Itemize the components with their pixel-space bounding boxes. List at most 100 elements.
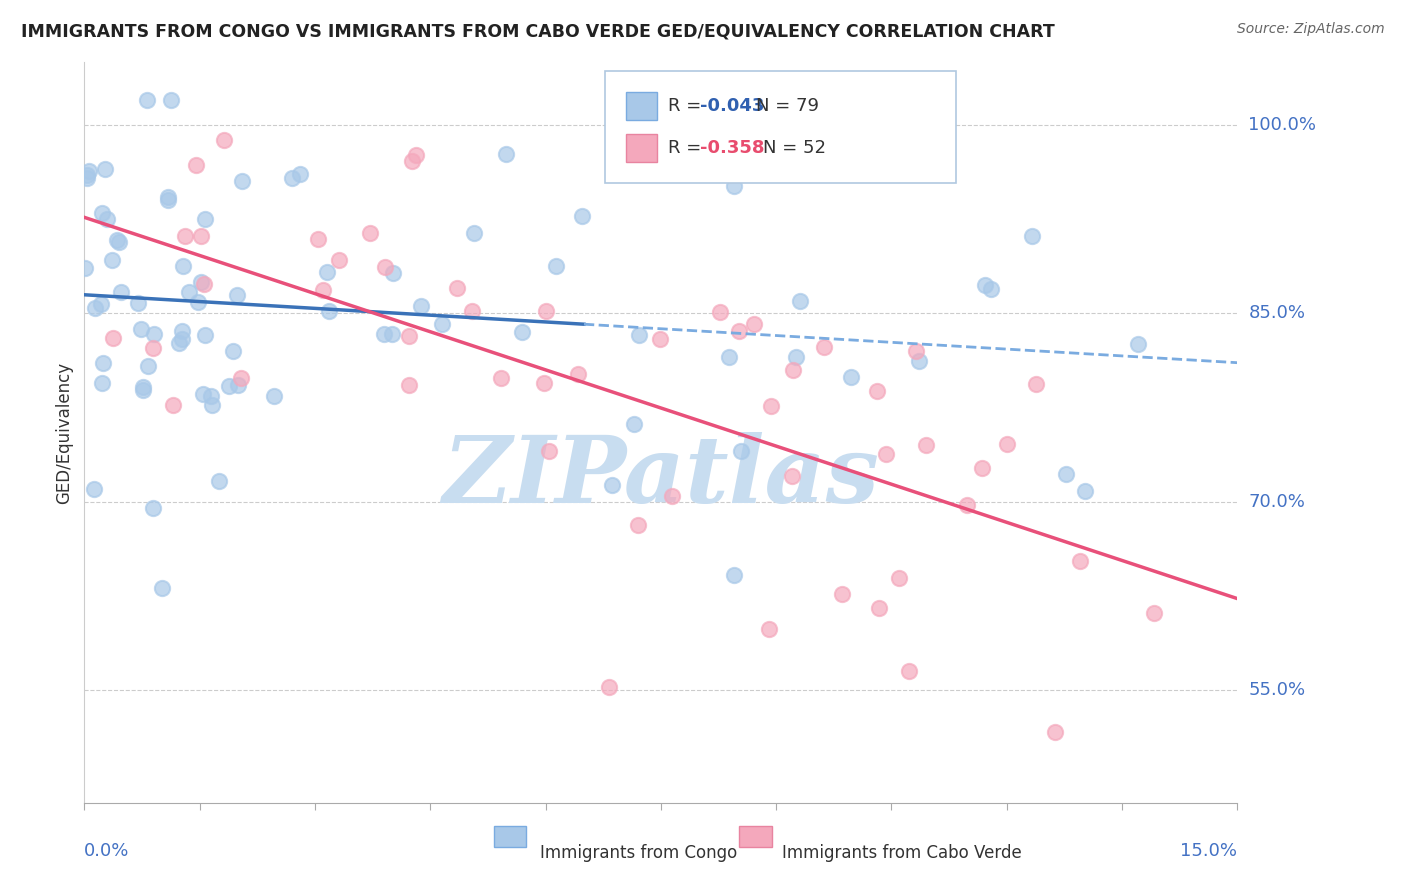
Text: 70.0%: 70.0% bbox=[1249, 492, 1305, 510]
Text: -0.358: -0.358 bbox=[700, 139, 765, 157]
Point bbox=[956, 498, 979, 512]
Text: -0.043: -0.043 bbox=[700, 97, 765, 115]
Point bbox=[461, 303, 484, 318]
Point bbox=[600, 478, 623, 492]
Point bbox=[281, 171, 304, 186]
Point bbox=[1043, 724, 1066, 739]
Point bbox=[184, 158, 207, 172]
Point bbox=[1126, 336, 1149, 351]
Point bbox=[201, 398, 224, 412]
Point bbox=[135, 93, 157, 107]
Point bbox=[623, 417, 645, 432]
Point bbox=[108, 235, 131, 250]
Point bbox=[463, 227, 485, 241]
Point bbox=[905, 343, 928, 358]
Point bbox=[727, 325, 749, 339]
Point bbox=[142, 500, 165, 515]
Point bbox=[156, 193, 179, 207]
Point bbox=[91, 206, 114, 220]
Point bbox=[194, 211, 217, 226]
Point bbox=[167, 336, 190, 351]
Point bbox=[567, 367, 589, 381]
Point bbox=[127, 295, 149, 310]
Point bbox=[172, 325, 194, 339]
Point bbox=[839, 370, 862, 384]
Point bbox=[1074, 483, 1097, 498]
Point bbox=[381, 266, 404, 280]
Point bbox=[316, 265, 339, 279]
Point bbox=[91, 356, 114, 370]
Point bbox=[401, 154, 423, 169]
Point bbox=[170, 332, 193, 346]
Point bbox=[374, 260, 396, 274]
Point bbox=[742, 317, 765, 331]
Point bbox=[661, 489, 683, 503]
Point bbox=[758, 622, 780, 636]
Point bbox=[723, 178, 745, 193]
Point bbox=[907, 354, 929, 368]
Point bbox=[101, 331, 124, 345]
Point bbox=[974, 278, 997, 293]
Point bbox=[717, 350, 740, 364]
Point bbox=[90, 296, 112, 310]
Y-axis label: GED/Equivalency: GED/Equivalency bbox=[55, 361, 73, 504]
Point bbox=[190, 229, 212, 244]
Point bbox=[915, 438, 938, 452]
Point bbox=[79, 164, 101, 178]
Point bbox=[411, 299, 433, 313]
Point bbox=[398, 329, 420, 343]
Bar bbox=[740, 827, 772, 847]
Text: N = 52: N = 52 bbox=[763, 139, 827, 157]
Text: Source: ZipAtlas.com: Source: ZipAtlas.com bbox=[1237, 22, 1385, 37]
Point bbox=[785, 350, 807, 364]
Point bbox=[628, 328, 651, 343]
Point bbox=[136, 359, 159, 373]
Point bbox=[536, 303, 558, 318]
Point bbox=[312, 283, 335, 297]
Text: 15.0%: 15.0% bbox=[1180, 842, 1237, 860]
Point bbox=[813, 340, 835, 354]
Point bbox=[212, 133, 235, 147]
Point bbox=[96, 211, 118, 226]
Point bbox=[131, 383, 153, 397]
Point bbox=[200, 389, 222, 403]
Point bbox=[231, 174, 253, 188]
Point bbox=[1021, 229, 1043, 244]
Point bbox=[373, 326, 395, 341]
Point bbox=[101, 252, 124, 267]
Point bbox=[174, 229, 197, 244]
Text: Immigrants from Congo: Immigrants from Congo bbox=[540, 844, 737, 862]
Point bbox=[489, 371, 512, 385]
Point bbox=[160, 93, 183, 107]
Point bbox=[229, 371, 252, 385]
Point bbox=[865, 384, 887, 399]
Point bbox=[193, 328, 215, 343]
Point bbox=[995, 437, 1018, 451]
Point bbox=[381, 326, 404, 341]
Point bbox=[129, 322, 152, 336]
Point bbox=[187, 295, 209, 310]
Point bbox=[131, 380, 153, 394]
Point bbox=[150, 581, 173, 595]
Text: ZIPatlas: ZIPatlas bbox=[443, 432, 879, 522]
Text: 0.0%: 0.0% bbox=[84, 842, 129, 860]
Text: 55.0%: 55.0% bbox=[1249, 681, 1306, 698]
Point bbox=[761, 399, 783, 413]
Point bbox=[782, 469, 804, 483]
Point bbox=[142, 341, 165, 355]
Point bbox=[1054, 467, 1077, 481]
Point bbox=[789, 293, 811, 308]
Point bbox=[226, 287, 249, 301]
Point bbox=[105, 233, 128, 247]
Point bbox=[598, 681, 620, 695]
Point bbox=[446, 280, 468, 294]
Point bbox=[190, 275, 212, 289]
Text: N = 79: N = 79 bbox=[756, 97, 820, 115]
Point bbox=[887, 571, 910, 585]
Point bbox=[191, 387, 214, 401]
Point bbox=[1069, 554, 1091, 568]
Point bbox=[290, 167, 312, 181]
Point bbox=[571, 209, 593, 223]
Point bbox=[318, 304, 340, 318]
Point bbox=[75, 261, 97, 276]
